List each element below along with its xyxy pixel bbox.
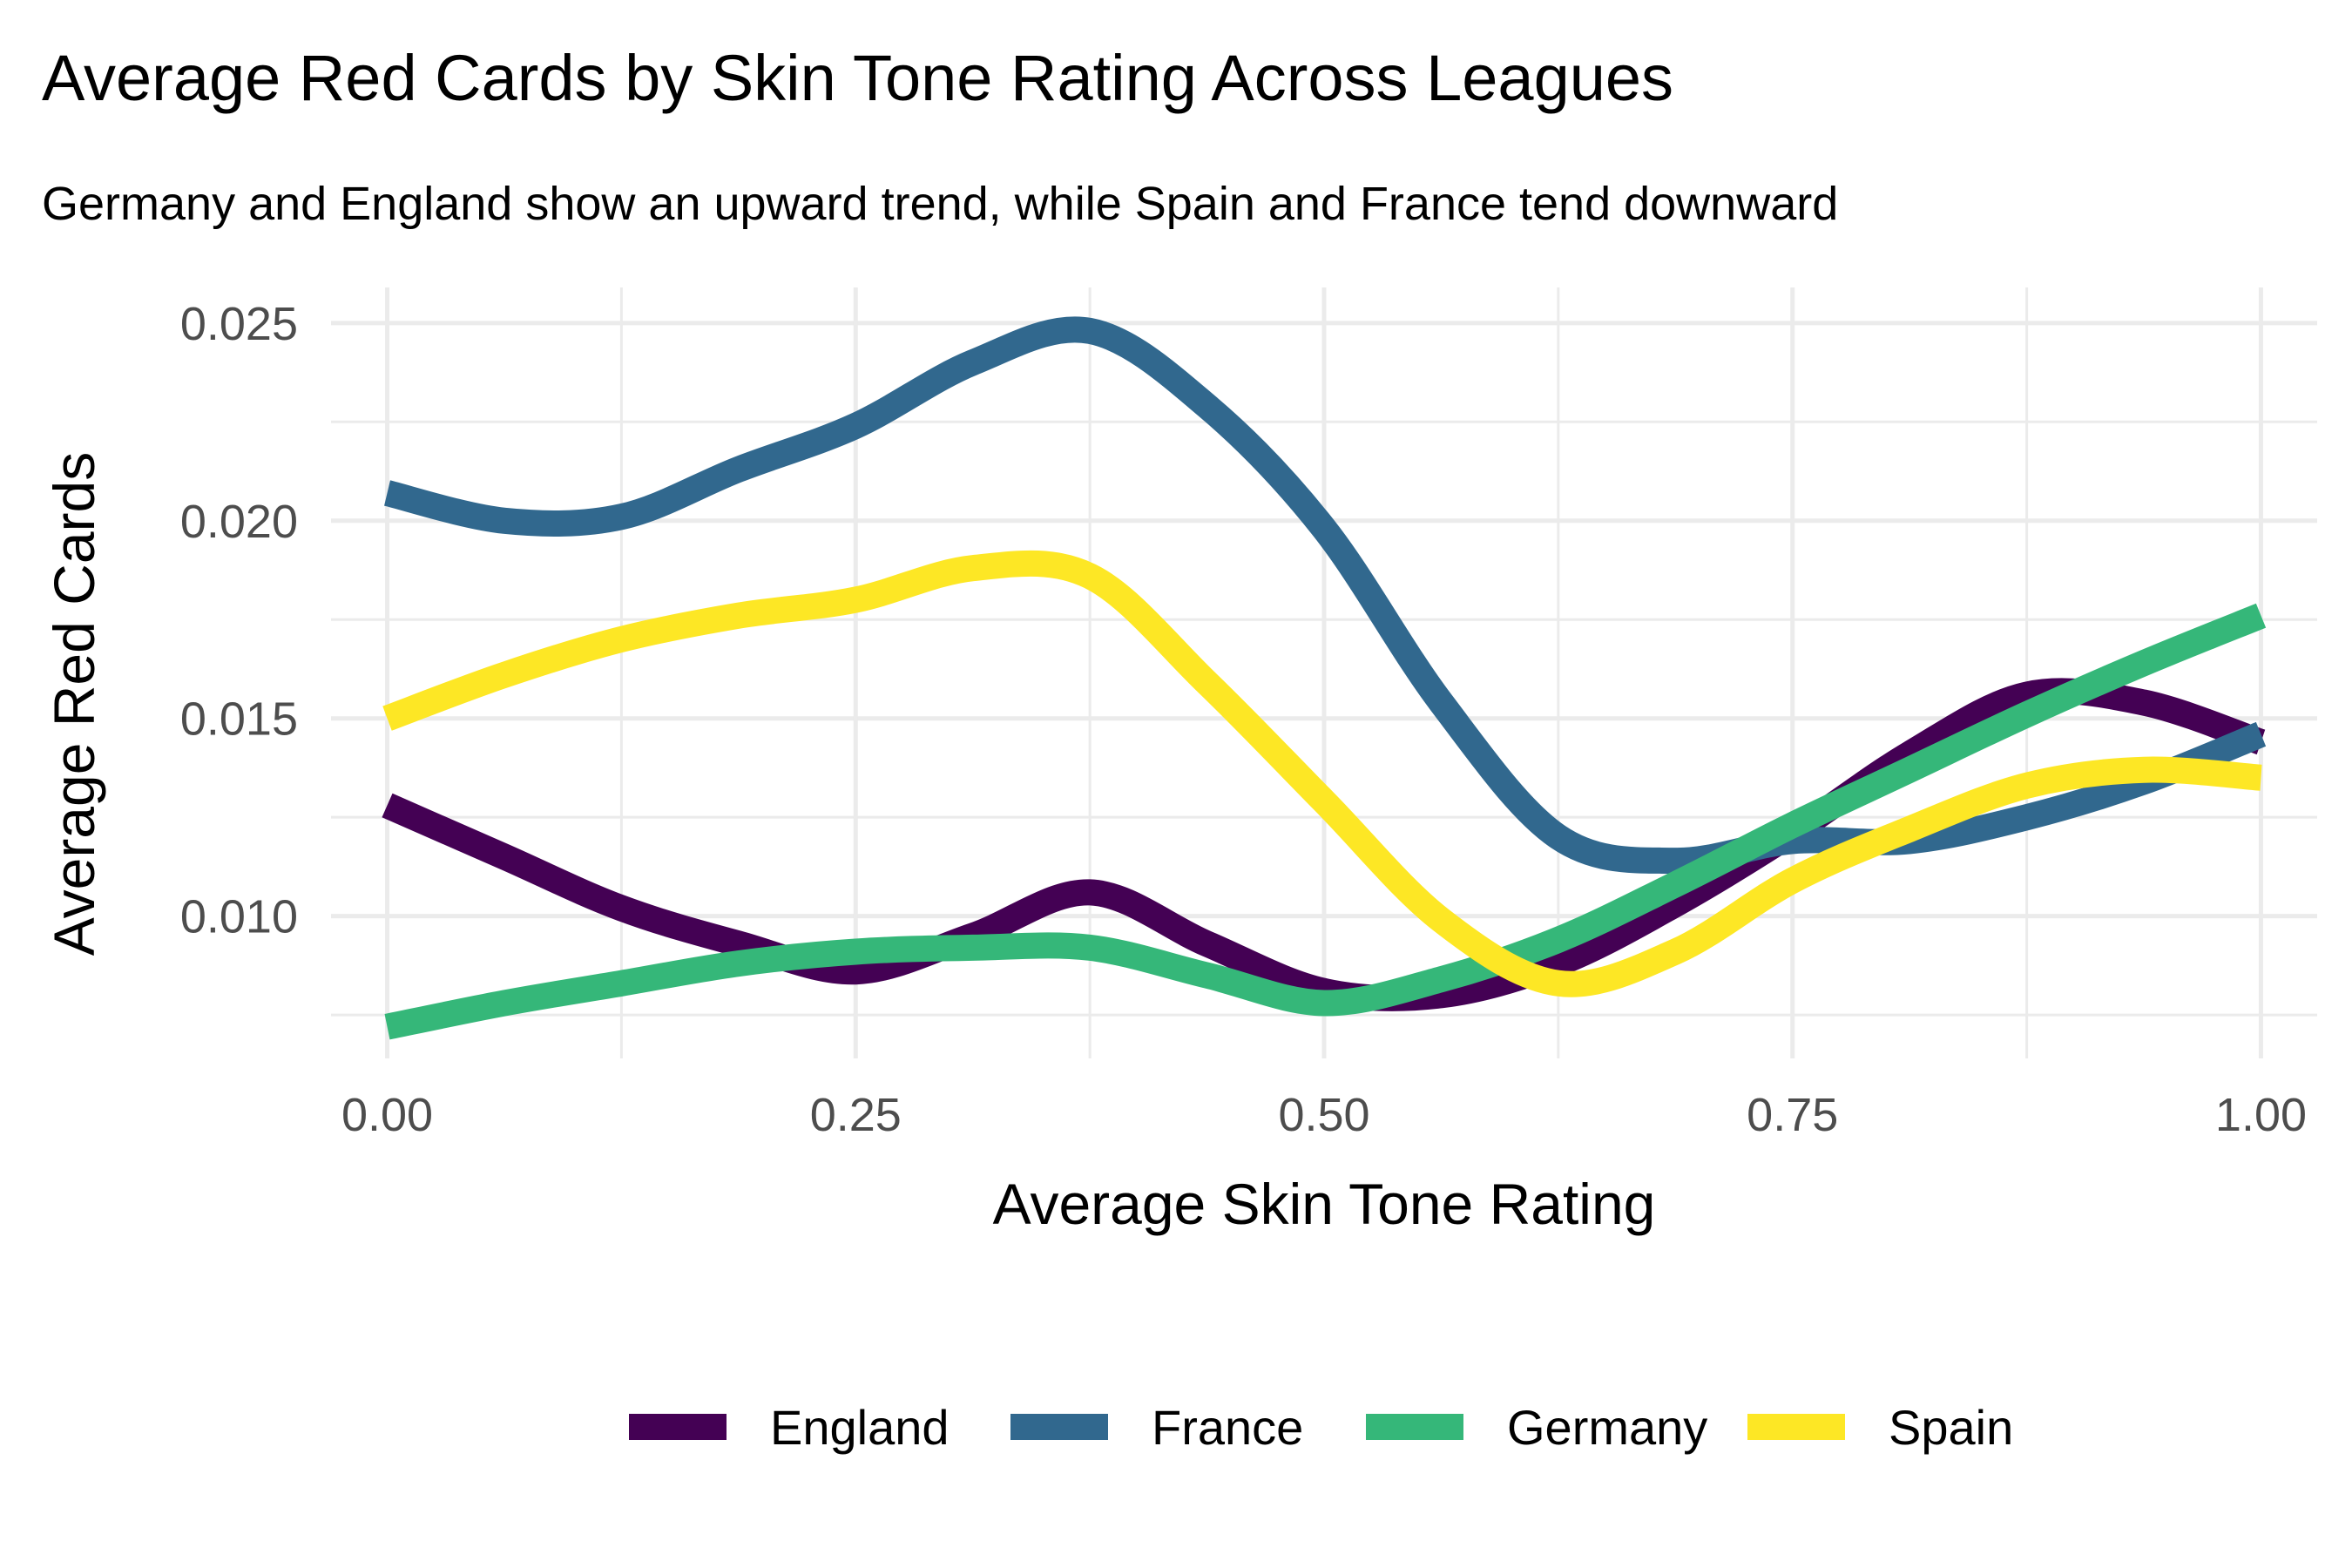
series-line-france bbox=[383, 316, 2267, 875]
series-line-spain bbox=[382, 550, 2262, 997]
legend-item-germany: Germany bbox=[1366, 1400, 1707, 1455]
chart-title: Average Red Cards by Skin Tone Rating Ac… bbox=[42, 42, 1673, 114]
legend-item-england: England bbox=[629, 1400, 950, 1455]
y-tick-label: 0.020 bbox=[180, 496, 298, 548]
series-line-germany bbox=[384, 603, 2267, 1040]
y-axis-tick-labels: 0.010 0.015 0.020 0.025 bbox=[180, 298, 298, 943]
x-tick-label: 0.50 bbox=[1278, 1089, 1369, 1141]
legend-label: Germany bbox=[1507, 1400, 1707, 1455]
x-axis-tick-labels: 0.00 0.25 0.50 0.75 1.00 bbox=[341, 1089, 2307, 1141]
y-axis-title: Average Red Cards bbox=[42, 452, 106, 956]
major-gridlines bbox=[331, 287, 2317, 1058]
legend-label: England bbox=[770, 1400, 950, 1455]
y-tick-label: 0.025 bbox=[180, 298, 298, 350]
x-tick-label: 0.75 bbox=[1747, 1089, 1838, 1141]
legend: England France Germany Spain bbox=[629, 1400, 2013, 1455]
y-tick-label: 0.010 bbox=[180, 891, 298, 943]
legend-item-france: France bbox=[1010, 1400, 1303, 1455]
legend-label: France bbox=[1152, 1400, 1303, 1455]
x-tick-label: 0.00 bbox=[341, 1089, 433, 1141]
x-tick-label: 0.25 bbox=[810, 1089, 902, 1141]
plot-area bbox=[331, 287, 2317, 1058]
x-tick-label: 1.00 bbox=[2215, 1089, 2307, 1141]
y-tick-label: 0.015 bbox=[180, 693, 298, 746]
legend-item-spain: Spain bbox=[1747, 1400, 2013, 1455]
x-axis-title: Average Skin Tone Rating bbox=[993, 1172, 1656, 1236]
chart-subtitle: Germany and England show an upward trend… bbox=[42, 178, 1838, 230]
legend-label: Spain bbox=[1889, 1400, 2013, 1455]
series-lines bbox=[382, 316, 2267, 1040]
